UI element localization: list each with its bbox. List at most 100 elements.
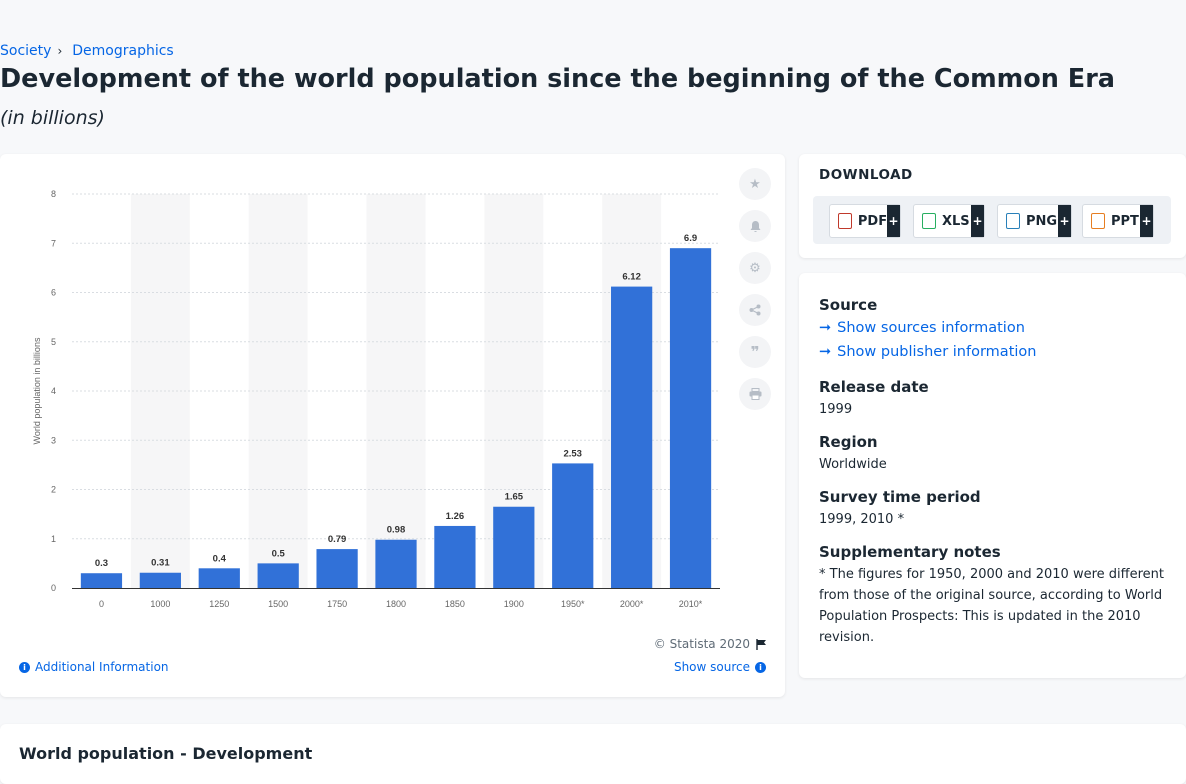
download-png-label: PNG	[1026, 214, 1057, 229]
bar	[375, 540, 416, 588]
bar	[199, 568, 240, 588]
breadcrumb-separator: ›	[57, 44, 62, 58]
bar	[140, 573, 181, 588]
chart-tools: ★ ⚙ ❞	[739, 168, 771, 410]
y-tick-label: 4	[51, 386, 56, 396]
bar	[316, 549, 357, 588]
y-tick-label: 7	[51, 238, 56, 248]
value-label: 0.4	[213, 553, 227, 564]
x-tick-label: 1950*	[561, 599, 585, 609]
copyright-text: © Statista 2020	[654, 637, 750, 651]
pdf-file-icon	[838, 213, 852, 229]
gear-icon[interactable]: ⚙	[739, 252, 771, 284]
x-tick-label: 2010*	[679, 599, 703, 609]
source-heading: Source	[819, 296, 877, 314]
x-tick-label: 1850	[445, 599, 465, 609]
download-ppt-label: PPT	[1111, 214, 1139, 229]
region-heading: Region	[819, 433, 878, 451]
x-tick-label: 1250	[209, 599, 229, 609]
bar	[552, 463, 593, 588]
y-tick-label: 5	[51, 337, 56, 347]
value-label: 0.5	[272, 548, 286, 559]
additional-information-label: Additional Information	[35, 660, 169, 674]
quote-icon[interactable]: ❞	[739, 336, 771, 368]
show-sources-link[interactable]: ➞ Show sources information	[819, 320, 1025, 336]
ppt-file-icon	[1091, 213, 1105, 229]
bar	[434, 526, 475, 588]
plus-icon: +	[887, 205, 900, 237]
download-xls-button[interactable]: XLS +	[913, 204, 985, 238]
print-icon[interactable]	[739, 378, 771, 410]
breadcrumb-demographics[interactable]: Demographics	[72, 43, 173, 59]
related-card: World population - Development	[0, 724, 1186, 784]
download-card: DOWNLOAD PDF + XLS + PNG + PPT +	[799, 154, 1186, 258]
bar	[493, 507, 534, 588]
download-xls-label: XLS	[942, 214, 970, 229]
y-tick-labels: 0 1 2 3 4 5 6 7 8	[51, 189, 56, 593]
star-icon[interactable]: ★	[739, 168, 771, 200]
breadcrumb-society[interactable]: Society	[0, 43, 51, 59]
y-tick-label: 8	[51, 189, 56, 199]
region-value: Worldwide	[819, 454, 1164, 475]
x-tick-label: 1800	[386, 599, 406, 609]
y-tick-label: 2	[51, 485, 56, 495]
bell-icon[interactable]	[739, 210, 771, 242]
download-pdf-button[interactable]: PDF +	[829, 204, 901, 238]
bar	[81, 573, 122, 588]
png-file-icon	[1006, 213, 1020, 229]
copyright: © Statista 2020	[654, 637, 767, 651]
show-publisher-link[interactable]: ➞ Show publisher information	[819, 344, 1036, 360]
value-label: 2.53	[563, 448, 582, 459]
x-tick-label: 1750	[327, 599, 347, 609]
bar-chart: 0 1 2 3 4 5 6 7 8 0.3 0.31 0.4 0.5 0.79 0.98 1.26 1.65 2…	[0, 154, 785, 624]
show-sources-label: Show sources information	[837, 320, 1025, 336]
survey-heading: Survey time period	[819, 488, 981, 506]
page-subtitle: (in billions)	[0, 107, 105, 129]
plus-icon: +	[1058, 205, 1071, 237]
plus-icon: +	[1140, 205, 1153, 237]
related-title: World population - Development	[19, 744, 312, 763]
y-tick-label: 3	[51, 435, 56, 445]
x-tick-label: 1000	[150, 599, 170, 609]
download-buttons: PDF + XLS + PNG + PPT +	[813, 196, 1171, 244]
value-label: 6.9	[684, 233, 697, 244]
arrow-right-icon: ➞	[819, 344, 831, 360]
y-tick-label: 6	[51, 288, 56, 298]
additional-information-link[interactable]: i Additional Information	[19, 660, 169, 674]
value-label: 6.12	[622, 272, 641, 283]
release-value: 1999	[819, 399, 1164, 420]
x-tick-label: 1900	[504, 599, 524, 609]
info-icon: i	[19, 662, 30, 673]
chart-card: 0 1 2 3 4 5 6 7 8 0.3 0.31 0.4 0.5 0.79 0.98 1.26 1.65 2…	[0, 154, 785, 697]
notes-heading: Supplementary notes	[819, 543, 1001, 561]
value-label: 0.31	[151, 558, 170, 569]
download-pdf-label: PDF	[858, 214, 887, 229]
notes-value: * The figures for 1950, 2000 and 2010 we…	[819, 564, 1164, 648]
show-source-label: Show source	[674, 660, 750, 674]
x-tick-labels: 0 1000 1250 1500 1750 1800 1850 1900 1950* 2000* 2…	[99, 599, 703, 609]
plus-icon: +	[971, 205, 984, 237]
value-label: 1.26	[446, 511, 465, 522]
value-label: 0.3	[95, 558, 108, 569]
value-label: 1.65	[505, 492, 524, 503]
y-tick-label: 0	[51, 583, 56, 593]
bar	[258, 563, 299, 588]
value-label: 0.98	[387, 525, 406, 536]
show-source-link[interactable]: Show source i	[674, 660, 766, 674]
x-tick-label: 1500	[268, 599, 288, 609]
share-icon[interactable]	[739, 294, 771, 326]
download-png-button[interactable]: PNG +	[997, 204, 1072, 238]
survey-value: 1999, 2010 *	[819, 509, 1164, 530]
xls-file-icon	[922, 213, 936, 229]
bar	[611, 287, 652, 588]
flag-icon[interactable]	[756, 639, 767, 650]
download-ppt-button[interactable]: PPT +	[1082, 204, 1154, 238]
download-title: DOWNLOAD	[819, 167, 913, 183]
release-heading: Release date	[819, 378, 929, 396]
bar	[670, 248, 711, 588]
x-tick-label: 0	[99, 599, 104, 609]
y-tick-label: 1	[51, 534, 56, 544]
breadcrumb: Society › Demographics	[0, 43, 174, 59]
x-tick-label: 2000*	[620, 599, 644, 609]
page-title: Development of the world population sinc…	[0, 64, 1115, 94]
